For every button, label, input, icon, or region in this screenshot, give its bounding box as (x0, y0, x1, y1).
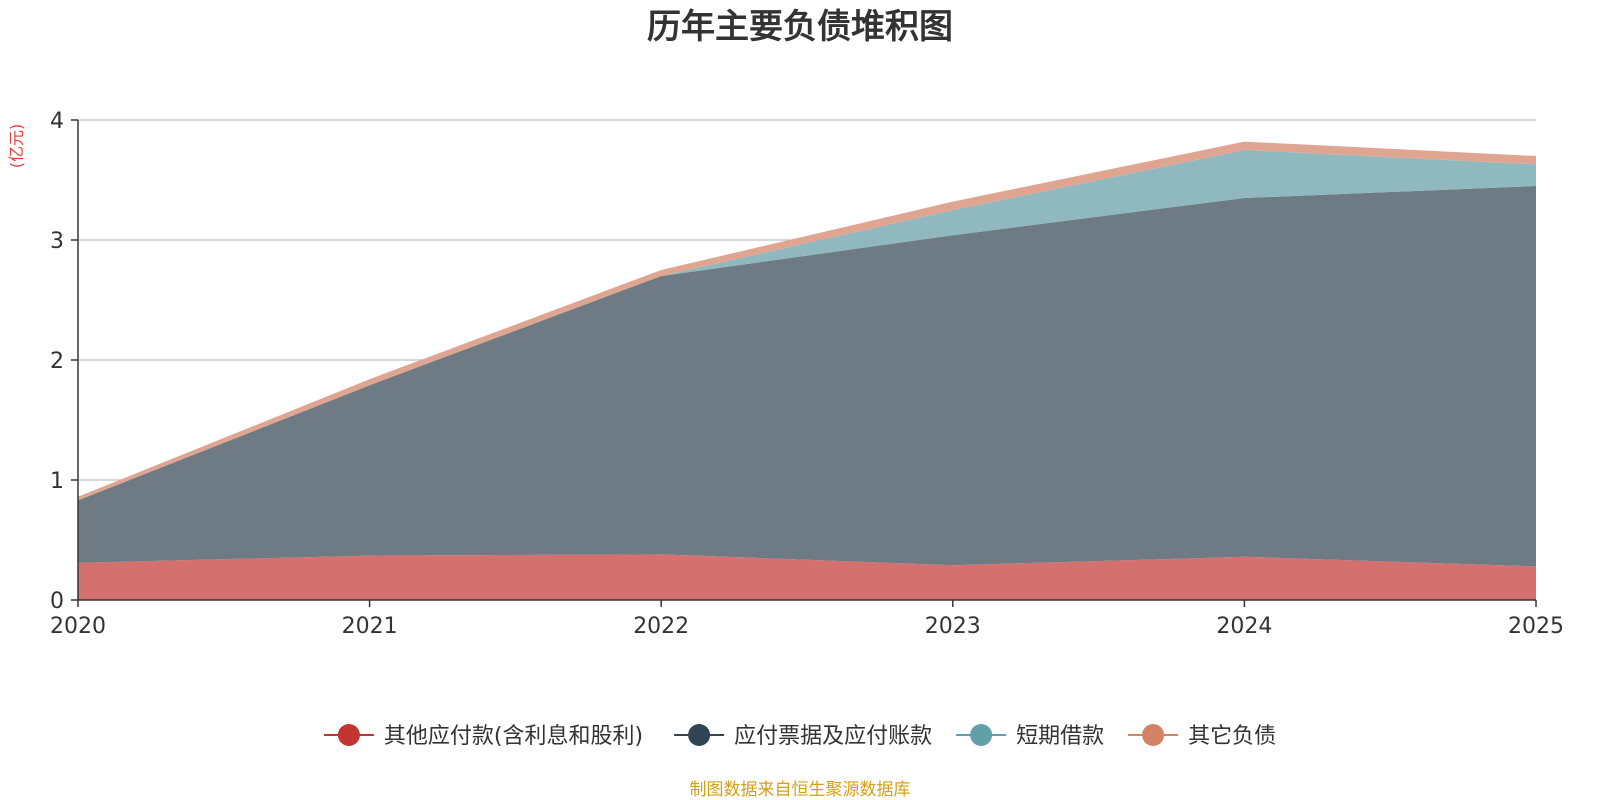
legend[interactable]: 其他应付款(含利息和股利) 应付票据及应付账款 短期借款 其它负债 (323, 724, 1276, 749)
area-series-3 (78, 150, 1536, 501)
y-tick-label: 0 (50, 589, 64, 614)
chart-title: 历年主要负债堆积图 (647, 7, 953, 47)
legend-circle-icon (337, 724, 360, 746)
axes: 0 1 2 3 4 2020 2021 2022 2023 2024 2025 (50, 109, 1564, 639)
legend-circle-icon (1142, 724, 1165, 746)
legend-circle-icon (688, 724, 711, 746)
x-tick-label: 2022 (633, 614, 689, 639)
legend-label: 短期借款 (1016, 724, 1104, 749)
y-tick-label: 4 (50, 109, 64, 134)
x-tick-label: 2020 (50, 614, 106, 639)
y-tick-label: 3 (50, 229, 64, 254)
x-tick-label: 2025 (1508, 614, 1564, 639)
legend-label: 应付票据及应付账款 (734, 724, 932, 749)
legend-item-2[interactable]: 应付票据及应付账款 (674, 724, 932, 749)
area-series-1 (78, 554, 1536, 600)
y-unit-label: (亿元) (7, 124, 26, 169)
legend-label: 其它负债 (1188, 724, 1276, 749)
x-tick-label: 2024 (1216, 614, 1272, 639)
x-tick-label: 2023 (925, 614, 981, 639)
legend-item-3[interactable]: 短期借款 (956, 724, 1104, 749)
area-series-2 (78, 186, 1536, 567)
legend-label: 其他应付款(含利息和股利) (384, 724, 643, 749)
legend-item-1[interactable]: 其他应付款(含利息和股利) (323, 724, 643, 749)
x-tick-label: 2021 (342, 614, 398, 639)
legend-circle-icon (970, 724, 993, 746)
y-tick-label: 2 (50, 349, 64, 374)
y-tick-label: 1 (50, 469, 64, 494)
legend-item-4[interactable]: 其它负债 (1128, 724, 1276, 749)
area-series (78, 141, 1536, 600)
source-note: 制图数据来自恒生聚源数据库 (690, 780, 911, 800)
